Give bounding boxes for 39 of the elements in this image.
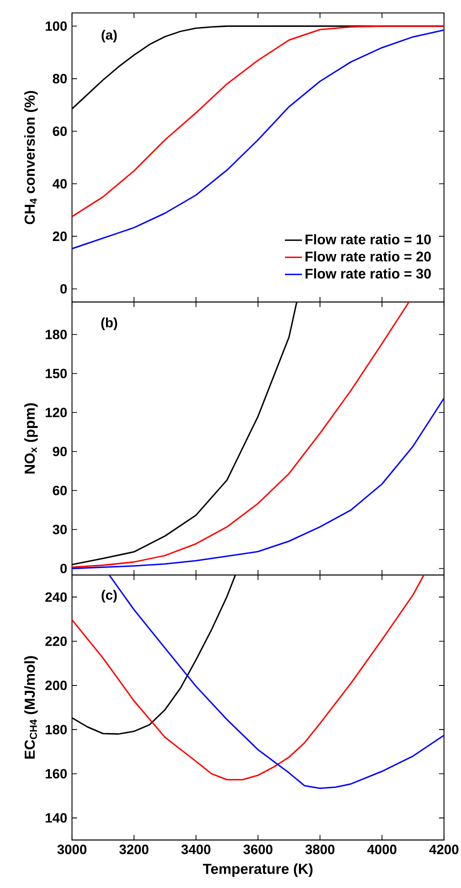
annotation: (a) — [102, 30, 117, 42]
y-tick-label: 30 — [52, 524, 67, 534]
annotation: (b) — [101, 318, 118, 330]
x-tick-label: 3800 — [305, 844, 334, 854]
x-tick-label: 3200 — [119, 844, 148, 854]
y-tick-label: 160 — [46, 768, 67, 779]
y-tick-label: 40 — [52, 179, 67, 189]
y-tick-label: 180 — [46, 724, 67, 734]
y-tick-label: 80 — [52, 74, 67, 84]
x-tick-label: 4200 — [429, 844, 458, 854]
legend-label: Flow rate ratio = 10 — [306, 234, 431, 244]
y-tick-label: 90 — [52, 446, 67, 456]
y-axis-title: NO$_{x}$ (ppm) — [24, 403, 38, 474]
y-tick-label: 20 — [52, 232, 67, 242]
y-tick-label: 100 — [46, 21, 67, 31]
y-tick-label: 60 — [52, 126, 67, 136]
x-tick-label: 3400 — [181, 844, 210, 854]
line-series — [72, 25, 444, 218]
y-tick-label: 220 — [45, 636, 67, 646]
y-tick-label: 0 — [60, 284, 67, 294]
y-tick-label: 240 — [45, 592, 67, 602]
y-tick-label: 150 — [46, 368, 67, 378]
y-tick-label: 200 — [45, 680, 67, 690]
legend-label: Flow rate ratio = 20 — [306, 251, 431, 262]
y-tick-label: 0 — [60, 564, 67, 574]
line-series — [72, 574, 425, 780]
y-tick-label: 180 — [46, 330, 67, 340]
x-tick-label: 3600 — [243, 844, 272, 854]
line-series — [72, 302, 410, 568]
x-axis-title: Temperature (K) — [202, 863, 313, 877]
x-tick-label: 4000 — [367, 844, 396, 854]
y-axis-title: EC$_{CH4}$ (MJ/mol) — [24, 656, 38, 759]
x-tick-label: 3000 — [57, 844, 86, 854]
y-tick-label: 120 — [46, 408, 67, 418]
legend-label: Flow rate ratio = 30 — [306, 268, 431, 279]
annotation: (c) — [102, 590, 117, 602]
y-tick-label: 60 — [52, 486, 67, 496]
y-tick-label: 140 — [46, 813, 67, 823]
y-axis-title: CH$_{4}$ conversion (%) — [24, 90, 38, 224]
